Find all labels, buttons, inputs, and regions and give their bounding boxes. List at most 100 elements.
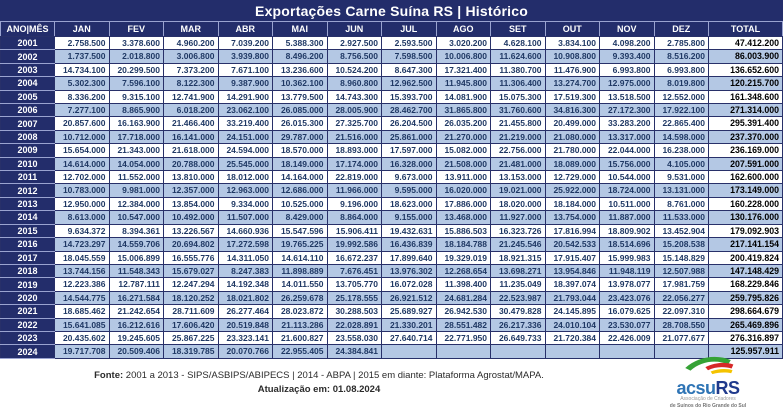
- month-cell: 14.660.936: [217, 223, 273, 239]
- year-cell: 2003: [0, 62, 55, 78]
- month-cell: 9.393.400: [599, 49, 655, 64]
- month-cell: 15.148.829: [653, 250, 709, 265]
- month-cell: 18.184.788: [435, 237, 491, 252]
- month-cell: 21.720.384: [544, 330, 600, 346]
- month-cell: [381, 344, 437, 359]
- month-cell: [544, 344, 600, 359]
- month-cell: 8.247.383: [217, 263, 273, 279]
- month-cell: 26.015.300: [272, 116, 328, 131]
- header-row: ANO|MÊS JAN FEV MAR ABR MAI JUN JUL AGO SET OUT NOV…: [0, 21, 783, 37]
- month-cell: 18.685.462: [54, 304, 110, 319]
- month-cell: 23.530.077: [599, 317, 655, 332]
- month-cell: 7.596.100: [108, 76, 164, 91]
- month-cell: 5.388.300: [272, 35, 328, 51]
- year-cell: 2022: [0, 317, 55, 332]
- month-cell: 22.819.000: [326, 170, 382, 185]
- month-cell: 20.435.602: [54, 330, 110, 346]
- month-cell: 28.462.700: [381, 103, 437, 118]
- month-cell: 7.676.451: [326, 263, 382, 279]
- month-cell: 13.131.000: [653, 183, 709, 198]
- table-row: 2023 20.435.602 19.245.605 25.867.225 23.323…: [0, 330, 783, 346]
- column-header: MAI: [272, 21, 328, 37]
- month-cell: 11.552.000: [108, 170, 164, 185]
- month-cell: 3.020.200: [435, 35, 491, 51]
- month-cell: 12.950.000: [54, 196, 110, 212]
- column-header: JAN: [54, 21, 110, 37]
- month-cell: 19.245.605: [108, 330, 164, 346]
- month-cell: 18.021.802: [217, 290, 273, 306]
- month-cell: 16.072.028: [381, 277, 437, 292]
- month-cell: 13.978.077: [599, 277, 655, 292]
- total-cell: 298.664.679: [708, 304, 783, 319]
- month-cell: 16.079.625: [599, 304, 655, 319]
- footer-text: Fonte: 2001 a 2013 - SIPS/ASBIPS/ABIPECS…: [0, 369, 638, 398]
- column-header: AGO: [435, 21, 491, 37]
- month-cell: 13.468.000: [435, 210, 491, 225]
- month-cell: 3.834.100: [544, 35, 600, 51]
- month-cell: 15.006.899: [108, 250, 164, 265]
- month-cell: 16.141.000: [163, 129, 219, 145]
- source-line: Fonte: 2001 a 2013 - SIPS/ASBIPS/ABIPECS…: [0, 369, 638, 383]
- month-cell: 13.274.700: [544, 76, 600, 91]
- logo-text-main: acsu: [676, 378, 716, 398]
- year-cell: 2004: [0, 76, 55, 91]
- year-cell: 2009: [0, 143, 55, 158]
- month-cell: 13.698.271: [490, 263, 546, 279]
- month-cell: 10.908.800: [544, 49, 600, 64]
- month-cell: 21.242.654: [108, 304, 164, 319]
- year-cell: 2023: [0, 330, 55, 346]
- month-cell: 10.544.000: [599, 170, 655, 185]
- month-cell: 20.299.500: [108, 62, 164, 78]
- table-row: 2010 14.614.000 14.054.000 20.788.000 25.545…: [0, 156, 783, 172]
- month-cell: 28.551.482: [435, 317, 491, 332]
- month-cell: 12.357.000: [163, 183, 219, 198]
- month-cell: 24.384.841: [326, 344, 382, 359]
- month-cell: 13.452.904: [653, 223, 709, 239]
- month-cell: 22.771.950: [435, 330, 491, 346]
- month-cell: 15.906.411: [326, 223, 382, 239]
- year-cell: 2020: [0, 290, 55, 306]
- month-cell: 12.729.000: [544, 170, 600, 185]
- total-cell: 86.003.900: [708, 49, 783, 64]
- month-cell: 18.724.000: [599, 183, 655, 198]
- total-cell: 147.148.429: [708, 263, 783, 279]
- month-cell: 7.277.100: [54, 103, 110, 118]
- month-cell: 9.634.372: [54, 223, 110, 239]
- month-cell: 22.955.405: [272, 344, 328, 359]
- month-cell: 11.507.000: [217, 210, 273, 225]
- month-cell: 8.122.300: [163, 76, 219, 91]
- month-cell: 18.020.000: [490, 196, 546, 212]
- month-cell: 9.673.000: [381, 170, 437, 185]
- month-cell: 16.163.900: [108, 116, 164, 131]
- month-cell: 11.548.343: [108, 263, 164, 279]
- column-header: SET: [490, 21, 546, 37]
- month-cell: 10.511.000: [599, 196, 655, 212]
- month-cell: 19.765.225: [272, 237, 328, 252]
- month-cell: 10.524.200: [326, 62, 382, 78]
- year-cell: 2005: [0, 89, 55, 105]
- month-cell: 9.387.900: [217, 76, 273, 91]
- month-cell: 8.336.200: [54, 89, 110, 105]
- month-cell: 13.744.156: [54, 263, 110, 279]
- month-cell: 20.857.600: [54, 116, 110, 131]
- month-cell: 13.779.500: [272, 89, 328, 105]
- month-cell: 13.911.000: [435, 170, 491, 185]
- month-cell: 15.075.300: [490, 89, 546, 105]
- month-cell: 21.219.000: [490, 129, 546, 145]
- month-cell: 16.555.776: [163, 250, 219, 265]
- month-cell: 11.398.400: [435, 277, 491, 292]
- month-cell: 11.945.800: [435, 76, 491, 91]
- month-cell: 13.954.846: [544, 263, 600, 279]
- month-cell: 10.006.800: [435, 49, 491, 64]
- month-cell: 11.380.700: [490, 62, 546, 78]
- table-row: 2017 18.045.559 15.006.899 16.555.776 14.311…: [0, 250, 783, 265]
- month-cell: 8.864.000: [326, 210, 382, 225]
- month-cell: 14.054.000: [108, 156, 164, 172]
- month-cell: 21.618.000: [163, 143, 219, 158]
- month-cell: 11.927.000: [490, 210, 546, 225]
- month-cell: 12.552.000: [653, 89, 709, 105]
- month-cell: 21.481.000: [490, 156, 546, 172]
- month-cell: 9.334.000: [217, 196, 273, 212]
- month-cell: 18.570.000: [272, 143, 328, 158]
- month-cell: 25.867.225: [163, 330, 219, 346]
